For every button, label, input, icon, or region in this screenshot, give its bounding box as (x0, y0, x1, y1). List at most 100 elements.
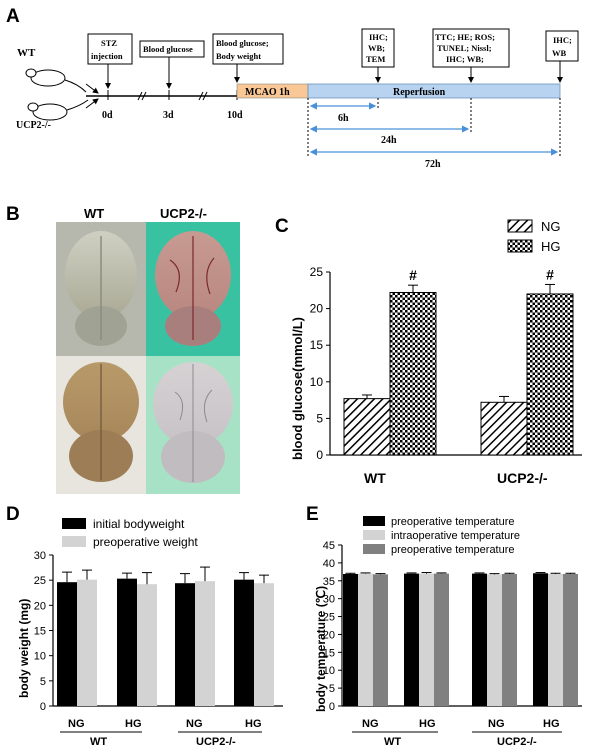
chart-d-legend: initial bodyweight preoperative weight (62, 517, 198, 549)
bar (254, 583, 274, 706)
panel-e: E body temperature (℃) preoperative temp… (306, 504, 582, 748)
chart-c-group-label: UCP2-/- (497, 470, 548, 486)
event-box-24h: TTC; HE; ROS; TUNEL; Nissl; IHC; WB; (432, 28, 510, 83)
mcao-label: MCAO 1h (245, 87, 290, 98)
interval-label-24h: 24h (381, 135, 397, 146)
reperfusion-bar (307, 83, 561, 99)
y-tick-label: 35 (323, 576, 335, 588)
chart-c-ylabel: blood glucose(mmol/L) (290, 317, 305, 460)
bar (358, 573, 373, 706)
y-tick-label: 25 (34, 575, 46, 587)
x-group-label: WT (384, 736, 401, 748)
day-label: 10d (227, 110, 243, 121)
interval-label-72h: 72h (425, 159, 441, 170)
x-subcategory-label: NG (488, 718, 505, 730)
x-group-label: UCP2-/- (497, 736, 537, 748)
svg-text:TTC; HE; ROS;: TTC; HE; ROS; (435, 32, 495, 42)
panel-a: A WT UCP2-/- 0d 3d 10d (6, 6, 579, 170)
y-tick-label: 20 (310, 302, 324, 316)
bar (502, 573, 517, 706)
x-subcategory-label: HG (419, 718, 436, 730)
chart-d-plot: 0 5 10 15 20 25 30 (34, 550, 283, 713)
bar (234, 579, 254, 706)
panel-letter-a: A (6, 6, 20, 27)
chart-c-legend: NG HG (507, 219, 561, 254)
legend-label: intraoperative temperature (391, 530, 520, 542)
svg-text:IHC; WB;: IHC; WB; (446, 54, 484, 64)
svg-text:injection: injection (91, 51, 123, 61)
bar (563, 573, 578, 706)
chart-d-ylabel: body weight (mg) (17, 599, 31, 698)
axis-break-icon (137, 91, 208, 101)
bar (137, 584, 157, 706)
bar (195, 581, 215, 706)
y-tick-label: 5 (40, 676, 46, 688)
day-label: 3d (163, 110, 174, 121)
y-tick-label: 30 (34, 550, 46, 562)
y-tick-label: 5 (316, 411, 323, 425)
event-box-72h: IHC; WB (545, 30, 579, 83)
chart-e-plot: 0 5 10 15 20 25 30 35 40 45 (323, 540, 582, 713)
x-subcategory-label: HG (543, 718, 560, 730)
y-tick-label: 20 (323, 629, 335, 641)
brain-photo-wt-hg (56, 356, 146, 494)
y-tick-label: 15 (323, 647, 335, 659)
legend-label: preoperative temperature (391, 516, 515, 528)
panel-c: C blood glucose(mmol/L) NG HG 0 5 10 15 20 25… (275, 216, 582, 486)
bar (175, 583, 195, 706)
y-tick-label: 0 (316, 448, 323, 462)
svg-text:IHC;: IHC; (369, 32, 388, 42)
svg-text:WB;: WB; (368, 43, 385, 53)
panel-d: D body weight (mg) initial bodyweight pr… (6, 504, 283, 748)
significance-label: # (546, 266, 554, 282)
svg-text:Blood glucose;: Blood glucose; (216, 38, 269, 48)
y-tick-label: 20 (34, 600, 46, 612)
panel-letter-e: E (306, 504, 319, 525)
legend-label: HG (541, 239, 561, 254)
bar (117, 578, 137, 706)
y-tick-label: 45 (323, 540, 335, 552)
y-tick-label: 10 (310, 375, 324, 389)
x-subcategory-label: NG (362, 718, 379, 730)
group-label-wt: WT (17, 47, 36, 59)
significance-label: # (409, 267, 417, 283)
y-tick-label: 25 (323, 612, 335, 624)
chart-d-subcategories: NG HG NG HG WT UCP2-/- (60, 718, 262, 748)
event-box-stz: STZ injection (87, 33, 133, 89)
bar (343, 398, 391, 456)
event-box-10d: Blood glucose; Body weight (212, 33, 284, 83)
svg-text:Body weight: Body weight (216, 51, 261, 61)
x-subcategory-label: HG (245, 718, 262, 730)
y-tick-label: 0 (40, 701, 46, 713)
svg-text:WB: WB (552, 48, 567, 58)
x-subcategory-label: NG (68, 718, 85, 730)
chart-c-group-label: WT (364, 470, 386, 486)
panel-letter-d: D (6, 504, 20, 525)
legend-label: initial bodyweight (93, 517, 185, 531)
bar (373, 574, 388, 706)
svg-text:TEM: TEM (366, 54, 385, 64)
y-tick-label: 5 (329, 683, 335, 695)
brain-col-label-wt: WT (84, 206, 104, 221)
event-box-3d: Blood glucose (139, 40, 205, 89)
brain-photo-wt-ng (56, 222, 146, 356)
chart-e-legend: preoperative temperature intraoperative … (363, 516, 520, 556)
panel-b: B WT UCP2-/- (6, 204, 240, 494)
x-subcategory-label: NG (186, 718, 203, 730)
brain-photo-ko-hg (146, 356, 240, 494)
day-label: 0d (102, 110, 113, 121)
bar (533, 573, 548, 706)
mouse-wt-icon (25, 68, 87, 93)
legend-label: preoperative weight (93, 535, 198, 549)
brain-photo-ko-ng (146, 222, 240, 356)
bar (526, 293, 574, 456)
bar (343, 573, 358, 706)
bar (77, 579, 97, 706)
bar (434, 573, 449, 706)
x-subcategory-label: HG (125, 718, 142, 730)
chart-e-subcategories: NG HG NG HG WT UCP2-/- (352, 718, 562, 748)
interval-label-6h: 6h (338, 113, 349, 124)
legend-label: preoperative temperature (391, 544, 515, 556)
x-group-label: UCP2-/- (196, 736, 236, 748)
bar (404, 573, 419, 706)
